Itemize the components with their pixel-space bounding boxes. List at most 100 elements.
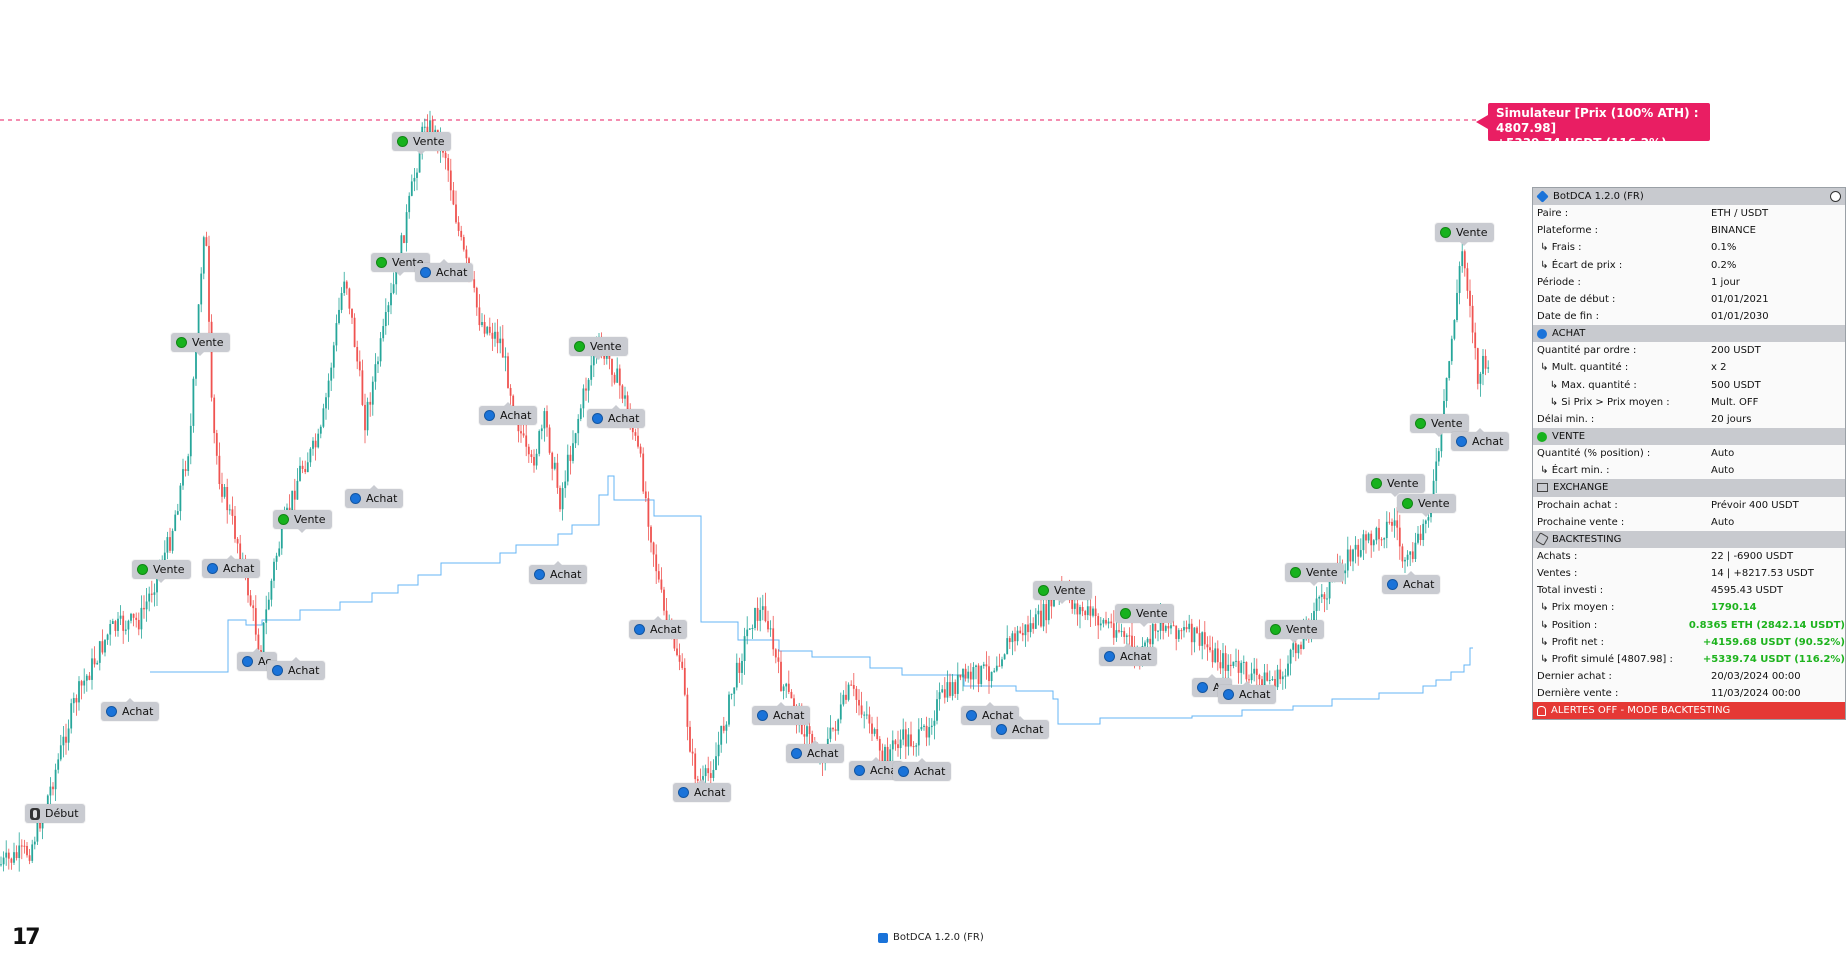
candle-body xyxy=(1276,669,1279,688)
marker-label: Achat xyxy=(773,709,805,722)
marker-label: Vente xyxy=(413,135,445,148)
buy-marker[interactable]: Achat xyxy=(345,485,404,508)
buy-marker[interactable]: Achat xyxy=(415,259,474,282)
candle-body xyxy=(949,682,951,696)
buy-marker[interactable]: Acha xyxy=(849,757,904,780)
candle-body xyxy=(1471,305,1474,333)
candle-body xyxy=(26,845,28,856)
candle-body xyxy=(1375,527,1378,541)
marker-label: Achat xyxy=(122,705,154,718)
panel-row-value: +5339.74 USDT (116.2%) xyxy=(1702,653,1845,665)
candle-body xyxy=(1120,631,1123,633)
sell-marker[interactable]: Vente xyxy=(1265,620,1324,643)
panel-row: Paire : ETH / USDT xyxy=(1533,205,1845,222)
candle-body xyxy=(351,308,353,318)
buy-dot-icon xyxy=(996,724,1007,735)
panel-row-label: Quantité (% position) : xyxy=(1537,448,1651,460)
buy-marker[interactable]: Achat xyxy=(1382,571,1441,594)
panel-toggle-icon[interactable] xyxy=(1830,191,1841,203)
panel-row-label: Dernier achat : xyxy=(1537,670,1612,682)
panel-row-label: Ventes : xyxy=(1537,568,1578,580)
candle-body xyxy=(392,284,395,293)
candle-body xyxy=(977,665,980,685)
marker-label: Vente xyxy=(590,340,622,353)
candle-body xyxy=(980,666,983,685)
buy-marker[interactable]: Achat xyxy=(786,740,845,763)
panel-row-label: Total investi : xyxy=(1537,585,1604,597)
buy-marker[interactable]: Achat xyxy=(893,758,952,781)
candle-body xyxy=(296,480,299,500)
candle-body xyxy=(1076,603,1079,615)
buy-marker[interactable]: Achat xyxy=(101,698,160,721)
sell-marker[interactable]: Vente xyxy=(1285,563,1344,586)
candle-body xyxy=(184,469,187,471)
sell-marker[interactable]: Vente xyxy=(392,132,451,155)
sell-marker[interactable]: Vente xyxy=(1410,414,1469,437)
start-marker[interactable]: Début xyxy=(25,804,85,823)
buy-marker[interactable]: Achat xyxy=(267,657,326,680)
buy-marker[interactable]: Achat xyxy=(991,716,1050,739)
sell-marker[interactable]: Vente xyxy=(273,510,332,533)
simulator-line-2: +5339.74 USDT (116.2%) xyxy=(1496,136,1667,150)
panel-row-value: 500 USDT xyxy=(1711,379,1761,391)
bell-icon xyxy=(1537,705,1546,716)
candle-body xyxy=(1047,595,1050,621)
sell-marker[interactable]: Vente xyxy=(1115,604,1174,627)
sell-marker[interactable]: Vente xyxy=(132,560,191,583)
candle-body xyxy=(156,573,158,593)
candle-body xyxy=(852,684,855,689)
candle-body xyxy=(657,571,660,580)
buy-marker[interactable]: Achat xyxy=(1218,681,1277,704)
candle-body xyxy=(195,342,197,379)
sell-marker[interactable]: Vente xyxy=(1397,494,1456,517)
sell-marker[interactable]: Vente xyxy=(1033,581,1092,604)
candle-body xyxy=(1115,630,1118,638)
panel-row-value: 1 jour xyxy=(1711,276,1740,288)
buy-marker[interactable]: Achat xyxy=(673,779,732,802)
candle-body xyxy=(912,746,915,748)
buy-marker[interactable]: Achat xyxy=(1451,428,1510,451)
sell-marker[interactable]: Vente xyxy=(1366,474,1425,497)
candle-body xyxy=(1378,527,1380,540)
candle-body xyxy=(751,628,754,630)
candle-body xyxy=(694,753,697,780)
buy-marker[interactable]: Achat xyxy=(529,561,588,584)
candle-body xyxy=(104,639,106,653)
buy-marker[interactable]: Achat xyxy=(479,402,538,425)
candle-body xyxy=(1261,679,1263,690)
buy-marker[interactable]: Achat xyxy=(1099,643,1158,666)
buy-marker[interactable]: Achat xyxy=(202,555,261,578)
candle-body xyxy=(93,658,96,665)
sell-dot-icon xyxy=(376,257,387,268)
panel-row-label: Période : xyxy=(1537,276,1581,288)
candle-body xyxy=(933,720,936,726)
sell-marker[interactable]: Vente xyxy=(1435,223,1494,246)
sell-marker[interactable]: Vente xyxy=(171,333,230,356)
buy-marker[interactable]: Achat xyxy=(629,616,688,639)
candle-body xyxy=(572,443,574,461)
buy-dot-icon xyxy=(1197,682,1208,693)
exchange-section: Prochain achat : Prévoir 400 USDT Prochain… xyxy=(1533,497,1845,531)
candle-body xyxy=(1107,621,1110,624)
candle-body xyxy=(1211,650,1214,663)
candle-body xyxy=(618,368,621,386)
buy-dot-icon xyxy=(854,765,865,776)
candle-body xyxy=(616,368,619,383)
indicator-label[interactable]: BotDCA 1.2.0 (FR) xyxy=(878,932,984,943)
sell-marker[interactable]: Vente xyxy=(569,337,628,360)
tradingview-logo[interactable]: 17 xyxy=(12,925,41,950)
candle-body xyxy=(990,671,993,682)
candle-body xyxy=(1084,611,1087,616)
candle-body xyxy=(915,745,918,747)
candle-body xyxy=(777,657,780,662)
candle-body xyxy=(75,698,78,703)
candle-body xyxy=(447,158,450,171)
candle-body xyxy=(1235,660,1237,662)
candle-body xyxy=(1450,338,1453,362)
candle-body xyxy=(163,552,166,567)
panel-row: ↳ Mult. quantité : x 2 xyxy=(1533,359,1845,376)
buy-marker[interactable]: Achat xyxy=(752,702,811,725)
buy-marker[interactable]: Achat xyxy=(587,405,646,428)
marker-label: Achat xyxy=(1472,435,1504,448)
candle-body xyxy=(1089,606,1092,616)
